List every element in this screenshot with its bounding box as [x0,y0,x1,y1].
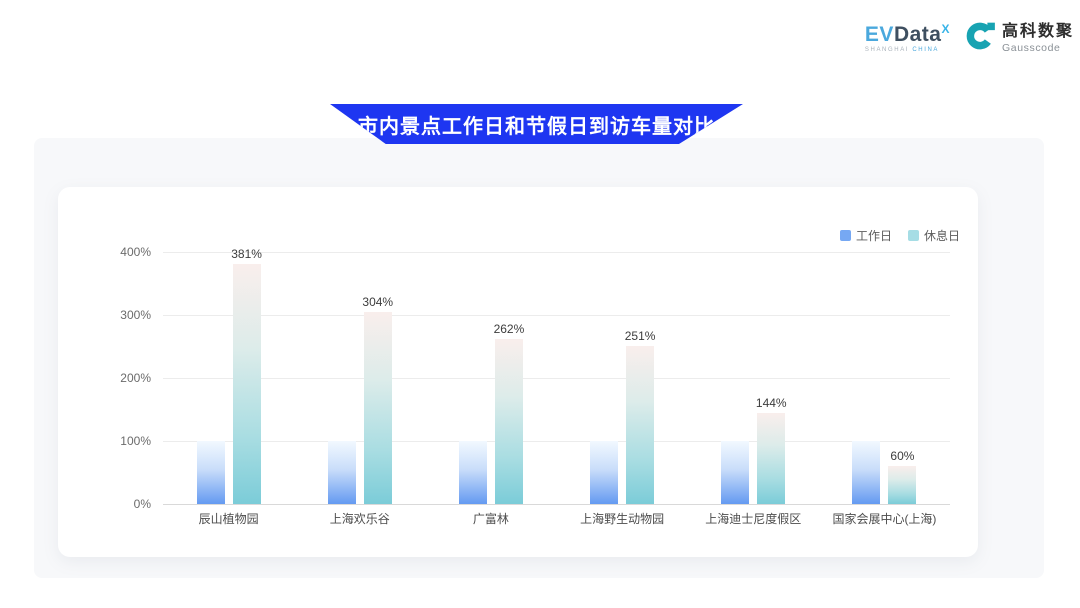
evdata-subtext-shanghai: SHANGHAI [864,47,913,53]
content-panel: 工作日 休息日 400% 300% 200% 100% 0% 381% 辰山植物园 304% 上海… [34,138,1044,578]
gausscode-en-name: Gausscode [1001,41,1061,54]
evdata-ev-text: EV [864,23,894,46]
chart-plot: 400% 300% 200% 100% 0% 381% 辰山植物园 304% 上海欢乐谷 262%… [120,245,950,526]
legend-swatch-icon [839,230,851,241]
y-axis-tick-label: 400% [120,245,151,259]
header-logos: EVDataX SHANGHAI CHINA 高科数聚 Gausscode [865,20,1074,57]
evdata-data-text: Data [893,23,942,46]
bar-value-label: 304% [362,295,394,310]
bar-group: 262% 广富林 [425,252,556,526]
chart-title-banner: 市内景点工作日和节假日到访车量对比 [330,104,743,144]
chart-title: 市内景点工作日和节假日到访车量对比 [358,115,715,138]
bar-value-label: 381% [231,246,262,261]
chart-legend: 工作日 休息日 [839,227,960,244]
x-axis-category-label: 辰山植物园 [198,512,259,526]
y-axis-tick-label: 0% [133,497,151,511]
bar-group: 304% 上海欢乐谷 [294,252,425,526]
bar-series0-cat4[interactable] [721,441,750,504]
gausscode-cn-name: 高科数聚 [1001,23,1074,41]
bar-series1-cat4[interactable]: 144% [756,396,787,504]
x-axis-category-label: 广富林 [472,512,509,526]
gridline [163,252,950,253]
legend-item-series1[interactable]: 休息日 [907,227,960,244]
bar-group: 251% 上海野生动物园 [557,252,688,526]
bar-group: 144% 上海迪士尼度假区 [688,252,819,526]
x-axis-line [163,504,950,505]
evdata-subtext: SHANGHAI CHINA [865,47,950,53]
bar-group: 381% 辰山植物园 [163,247,294,526]
legend-swatch-icon [907,230,919,241]
x-axis-category-label: 上海欢乐谷 [329,512,390,526]
gridline [163,315,950,316]
evdata-x-superscript: X [941,22,950,36]
y-axis-tick-label: 100% [120,434,151,448]
gausscode-logo: 高科数聚 Gausscode [966,20,1074,57]
evdata-subtext-china: CHINA [912,47,939,53]
legend-item-series0[interactable]: 工作日 [839,227,892,244]
x-axis-category-label: 国家会展中心(上海) [832,512,937,526]
x-axis-category-label: 上海野生动物园 [580,512,665,526]
bar-series0-cat3[interactable] [590,441,619,504]
bar-series0-cat0[interactable] [196,441,225,504]
bar-series1-cat2[interactable]: 262% [494,322,524,504]
bar-series0-cat5[interactable] [852,441,881,504]
bar-value-label: 60% [890,449,915,464]
bar-series1-cat0[interactable]: 381% [231,247,262,504]
gausscode-text: 高科数聚 Gausscode [1002,23,1074,53]
bar-series0-cat2[interactable] [458,441,487,504]
bar-value-label: 251% [624,328,656,343]
bar-groups: 381% 辰山植物园 304% 上海欢乐谷 262% 广富林 251% 上海野生动物园 144%… [163,247,950,526]
bar-series0-cat1[interactable] [327,441,356,504]
legend-label: 休息日 [923,229,960,243]
bar-series1-cat1[interactable]: 304% [362,295,393,504]
chart-card: 工作日 休息日 400% 300% 200% 100% 0% 381% 辰山植物园 304% 上海… [58,187,978,557]
bar-value-label: 144% [755,396,787,411]
gridline [163,441,950,442]
legend-label: 工作日 [855,229,892,243]
evdata-wordmark: EVDataX [864,22,950,46]
gridline [163,378,950,379]
bar-series1-cat3[interactable]: 251% [625,329,655,504]
x-axis-category-label: 上海迪士尼度假区 [705,512,802,526]
gausscode-g-icon [966,20,996,57]
evdata-logo: EVDataX SHANGHAI CHINA [864,22,950,53]
bar-series1-cat5[interactable]: 60% [888,449,917,504]
y-axis-tick-label: 200% [120,371,151,385]
bar-value-label: 262% [493,321,525,336]
y-axis-tick-label: 300% [120,308,151,322]
bar-group: 60% 国家会展中心(上海) [819,252,950,526]
